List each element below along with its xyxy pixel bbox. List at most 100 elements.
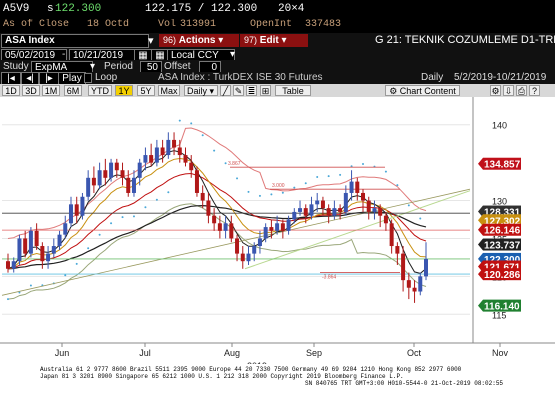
period-5y[interactable]: 5Y bbox=[137, 85, 155, 96]
edit-page-num: 97) bbox=[244, 35, 258, 45]
indicator-lines: 3.867 3.000 -3.864 bbox=[1, 119, 471, 301]
price-tag-label: 121.671 bbox=[484, 263, 521, 274]
start-date-input[interactable]: 05/02/2019 bbox=[1, 49, 67, 62]
side-indicator: s bbox=[47, 3, 54, 15]
candle-body bbox=[34, 230, 39, 247]
candle-body bbox=[326, 208, 331, 216]
currency-select[interactable]: Local CCY bbox=[167, 49, 235, 62]
study-select[interactable]: ExpMA bbox=[31, 61, 93, 74]
candle-body bbox=[166, 139, 171, 156]
psar-dot bbox=[224, 162, 227, 165]
psar-dot bbox=[293, 186, 296, 189]
fib-label-high: 3.867 bbox=[228, 161, 241, 167]
period-6m[interactable]: 6M bbox=[64, 85, 82, 96]
table-button[interactable]: Table bbox=[275, 85, 311, 96]
export-icon[interactable]: ⇩ bbox=[503, 85, 514, 96]
candle-body bbox=[109, 162, 114, 178]
asof-date: 18 Octd bbox=[87, 19, 130, 30]
currency-dropdown-icon[interactable]: ▾ bbox=[230, 49, 236, 60]
edit-menu-button[interactable]: 97) Edit ▾ bbox=[240, 34, 308, 47]
price-tag-label: 128.331 bbox=[484, 208, 521, 219]
candle-body bbox=[401, 253, 406, 281]
time-tick-label: Jul bbox=[139, 348, 151, 358]
frequency-select[interactable]: Daily ▾ bbox=[184, 85, 218, 96]
candle-body bbox=[263, 227, 268, 239]
price-tag-pointer bbox=[478, 223, 483, 236]
annotate-icon[interactable]: ≣ bbox=[246, 85, 257, 96]
psar-dot bbox=[339, 173, 342, 176]
line-chart-icon[interactable]: ╱ bbox=[220, 85, 231, 96]
period-3d[interactable]: 3D bbox=[22, 85, 40, 96]
chart-content-label: Chart Content bbox=[399, 86, 456, 96]
price-tag-bg bbox=[483, 268, 521, 281]
candle-body bbox=[172, 139, 177, 148]
period-1d[interactable]: 1D bbox=[2, 85, 20, 96]
study-dropdown-icon[interactable]: ▾ bbox=[90, 61, 96, 72]
candle-body bbox=[57, 234, 62, 247]
help-icon[interactable]: ? bbox=[529, 85, 540, 96]
candle-body bbox=[406, 280, 411, 288]
psar-dot bbox=[7, 298, 9, 301]
volume-label: Vol bbox=[158, 19, 177, 30]
psar-dot bbox=[304, 182, 307, 185]
security-input[interactable]: ASA Index bbox=[1, 34, 149, 48]
candle-body bbox=[86, 177, 91, 197]
candle-body bbox=[74, 204, 79, 216]
security-description: ASA Index : TurkDEX ISE 30 Futures bbox=[158, 72, 323, 83]
price-tag-pointer bbox=[478, 268, 483, 281]
price-tag-label: 123.737 bbox=[484, 241, 521, 252]
period-max[interactable]: Max bbox=[158, 85, 180, 96]
period-1m[interactable]: 1M bbox=[42, 85, 60, 96]
price-tag-bg bbox=[483, 238, 521, 251]
price-tag-bg bbox=[483, 214, 521, 227]
candle-body bbox=[200, 192, 205, 201]
psar-dot bbox=[407, 204, 410, 207]
actions-menu-button[interactable]: 96) Actions ▾ bbox=[159, 34, 239, 47]
psar-dot bbox=[327, 175, 330, 178]
price-tag: 126.146 bbox=[478, 223, 521, 237]
candle-body bbox=[298, 208, 303, 212]
candle-body bbox=[68, 204, 73, 224]
settings-icon[interactable]: ⚙ bbox=[490, 85, 501, 96]
offset-input[interactable]: 0 bbox=[199, 61, 221, 74]
date-range-bar: 05/02/2019 - 10/21/2019 ▦ ▦ Local CCY ▾ bbox=[0, 48, 555, 62]
period-1y[interactable]: 1Y bbox=[115, 85, 133, 96]
candle-body bbox=[143, 155, 148, 163]
zoom-icon[interactable]: ⊞ bbox=[260, 85, 271, 96]
candle-body bbox=[332, 208, 337, 216]
candlestick-series bbox=[6, 132, 428, 303]
price-tag-label: 134.857 bbox=[484, 160, 521, 171]
psar-dot bbox=[29, 284, 32, 287]
psar-dot bbox=[132, 215, 135, 218]
price-tag-bg bbox=[483, 157, 521, 170]
candle-body bbox=[28, 230, 33, 254]
draw-icon[interactable]: ✎ bbox=[233, 85, 244, 96]
psar-dot bbox=[98, 233, 101, 236]
edit-dropdown-icon: ▾ bbox=[281, 35, 287, 46]
period-label: Period bbox=[104, 61, 133, 72]
security-dropdown-icon[interactable]: ▾ bbox=[148, 35, 154, 47]
candle-body bbox=[46, 253, 51, 262]
candle-body bbox=[217, 223, 222, 231]
price-tag: 134.857 bbox=[478, 157, 521, 171]
last-price: 122.300 bbox=[55, 3, 102, 15]
period-input[interactable]: 50 bbox=[140, 61, 162, 74]
psar-dot bbox=[64, 274, 67, 277]
candle-body bbox=[11, 261, 16, 269]
psar-dot bbox=[247, 190, 250, 193]
price-tag-pointer bbox=[478, 260, 483, 273]
candle-body bbox=[383, 215, 388, 224]
psar-dot bbox=[190, 122, 193, 125]
loop-checkbox[interactable] bbox=[84, 73, 92, 83]
bid-ask-size: 20×4 bbox=[278, 3, 305, 15]
candle-body bbox=[257, 238, 262, 247]
price-tag-label: 127.302 bbox=[484, 216, 521, 227]
psar-dot bbox=[236, 177, 239, 180]
period-ytd[interactable]: YTD bbox=[88, 85, 112, 96]
candle-body bbox=[320, 200, 325, 209]
candle-body bbox=[149, 155, 154, 163]
fib-label-low: -3.864 bbox=[322, 275, 336, 281]
print-icon[interactable]: ⎙ bbox=[516, 85, 527, 96]
chart-content-button[interactable]: ⚙ Chart Content bbox=[385, 85, 460, 96]
